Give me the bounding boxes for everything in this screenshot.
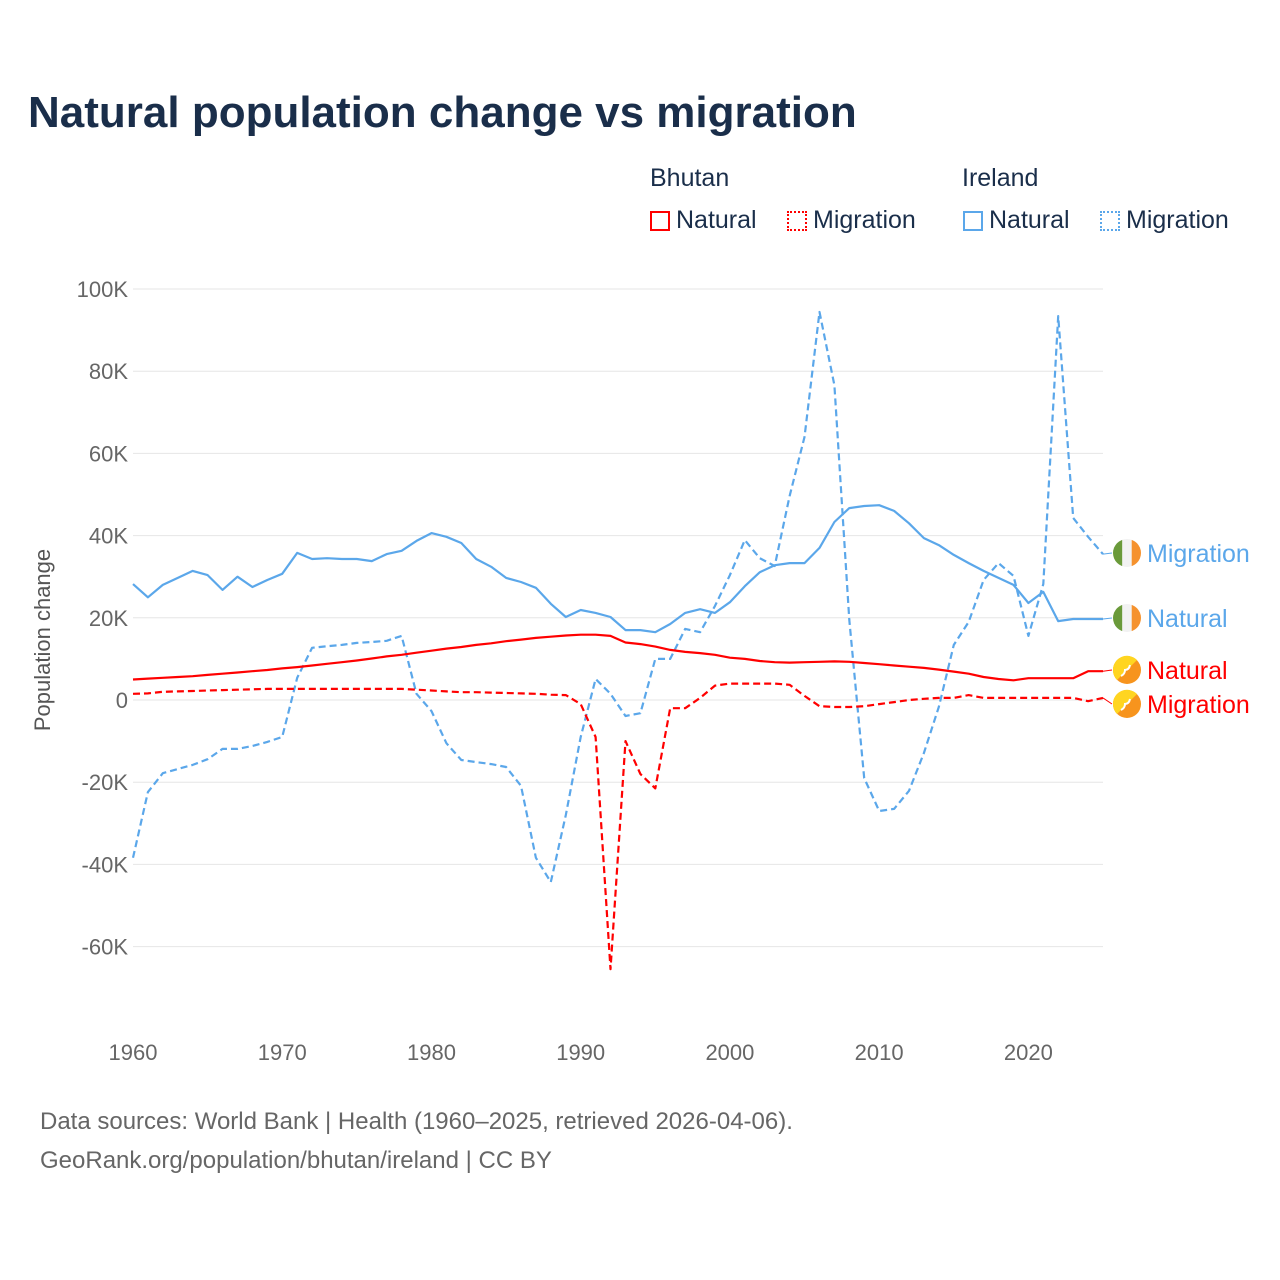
end-label-text: Natural bbox=[1147, 605, 1228, 633]
end-label-ireland-migration: Migration bbox=[1102, 539, 1250, 568]
chart-title: Natural population change vs migration bbox=[28, 88, 857, 137]
end-label-bhutan-natural: Natural bbox=[1102, 655, 1228, 685]
legend-bhutan-natural[interactable]: Natural bbox=[650, 206, 757, 235]
legend-group-ireland: Ireland bbox=[962, 164, 1039, 192]
label-connector bbox=[1102, 669, 1113, 672]
legend-label: Natural bbox=[989, 206, 1070, 234]
y-axis-label: Population change bbox=[30, 549, 55, 731]
y-tick-label: -20K bbox=[82, 770, 129, 795]
x-tick-label: 2020 bbox=[1004, 1040, 1053, 1065]
bhutan-flag-icon bbox=[1112, 655, 1141, 684]
end-label-text: Migration bbox=[1147, 540, 1250, 568]
legend-label: Migration bbox=[1126, 206, 1229, 234]
y-tick-label: -60K bbox=[82, 935, 129, 960]
dotted-swatch-icon bbox=[1100, 210, 1120, 231]
end-label-ireland-natural: Natural bbox=[1102, 604, 1228, 633]
x-tick-label: 1970 bbox=[258, 1040, 307, 1065]
y-tick-label: 100K bbox=[77, 277, 129, 302]
solid-swatch-icon bbox=[963, 210, 983, 231]
legend-ireland-natural[interactable]: Natural bbox=[963, 206, 1070, 235]
x-tick-label: 1960 bbox=[109, 1040, 158, 1065]
y-tick-label: 80K bbox=[89, 359, 128, 384]
end-label-text: Migration bbox=[1147, 691, 1250, 719]
x-tick-label: 1990 bbox=[556, 1040, 605, 1065]
ireland-flag-icon bbox=[1113, 604, 1141, 632]
legend-bhutan-migration[interactable]: Migration bbox=[787, 206, 916, 235]
series-line-ireland-natural bbox=[132, 504, 1103, 634]
y-tick-label: 0 bbox=[116, 688, 128, 713]
legend-group-bhutan: Bhutan bbox=[650, 164, 730, 192]
label-connector bbox=[1102, 617, 1113, 620]
footer-source: Data sources: World Bank | Health (1960–… bbox=[40, 1108, 793, 1135]
solid-swatch-icon bbox=[650, 210, 670, 231]
label-connector bbox=[1102, 697, 1113, 705]
legend-ireland-migration[interactable]: Migration bbox=[1100, 206, 1229, 235]
legend-label: Migration bbox=[813, 206, 916, 234]
series-line-bhutan-natural bbox=[132, 633, 1103, 682]
y-tick-label: -40K bbox=[82, 852, 129, 877]
bhutan-flag-icon bbox=[1112, 689, 1141, 718]
x-tick-label: 2000 bbox=[705, 1040, 754, 1065]
y-tick-label: 40K bbox=[89, 524, 128, 549]
y-tick-label: 60K bbox=[89, 441, 128, 466]
legend-label: Natural bbox=[676, 206, 757, 234]
series-line-bhutan-migration bbox=[132, 682, 1104, 971]
ireland-flag-icon bbox=[1113, 539, 1141, 567]
y-tick-label: 20K bbox=[89, 606, 128, 631]
dotted-swatch-icon bbox=[787, 210, 807, 231]
footer-link[interactable]: GeoRank.org/population/bhutan/ireland | … bbox=[40, 1147, 552, 1174]
label-connector bbox=[1102, 552, 1113, 555]
x-tick-label: 2010 bbox=[855, 1040, 904, 1065]
end-label-bhutan-migration: Migration bbox=[1102, 689, 1250, 719]
end-label-text: Natural bbox=[1147, 657, 1228, 685]
series-line-ireland-migration bbox=[131, 310, 1104, 884]
x-tick-label: 1980 bbox=[407, 1040, 456, 1065]
